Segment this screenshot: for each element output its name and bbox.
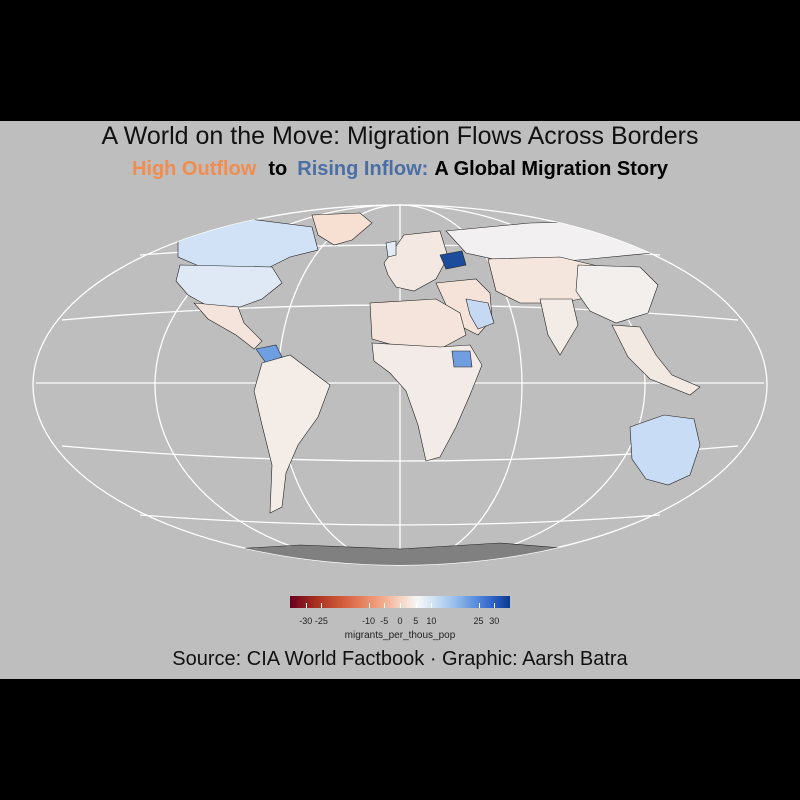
country-australia <box>629 414 701 486</box>
legend-tick-label: 25 <box>473 616 484 626</box>
legend-tick-mark <box>478 603 480 608</box>
country-new-zealand <box>733 480 745 500</box>
country-india <box>539 298 579 356</box>
map-subtitle: High Outflow to Rising Inflow: A Global Mig… <box>0 158 800 181</box>
legend-tick-label: -10 <box>362 616 376 626</box>
country-mexico <box>193 302 263 350</box>
country-canada <box>177 218 319 270</box>
legend-tick-mark <box>400 603 401 608</box>
source-caption: Source: CIA World Factbook · Graphic: Aa… <box>172 648 628 670</box>
country-uk <box>385 240 397 258</box>
legend-tick-label: -30 <box>299 616 313 626</box>
region-subsaharan-africa <box>371 342 483 462</box>
region-europe <box>383 230 449 292</box>
country-brazil <box>253 354 331 514</box>
legend-tick-label: -5 <box>380 616 389 626</box>
world-map <box>32 204 768 566</box>
legend-title: migrants_per_thous_pop <box>344 630 456 641</box>
legend-tick-label: 5 <box>413 616 419 626</box>
legend-tick-mark <box>494 603 496 608</box>
legend-tick-mark <box>384 603 386 608</box>
region-north-africa <box>369 298 467 350</box>
country-saudi-arabia <box>465 298 495 330</box>
subtitle-to: to <box>268 158 288 180</box>
legend-tick-mark <box>368 603 370 608</box>
legend-tick-label: 0 <box>397 616 403 626</box>
legend-tick-mark <box>305 603 307 608</box>
subtitle-outflow: High Outflow <box>131 158 257 180</box>
country-usa <box>175 264 283 308</box>
legend-tick-label: -25 <box>314 616 328 626</box>
subtitle-rest: A Global Migration Story <box>434 158 669 180</box>
country-greenland <box>311 212 373 246</box>
legend-tick-label: 10 <box>426 616 437 626</box>
legend-colorbar <box>290 596 510 608</box>
country-china <box>575 264 659 324</box>
legend-tick-mark <box>431 603 433 608</box>
legend-tick-label: 30 <box>489 616 500 626</box>
map-title: A World on the Move: Migration Flows Acr… <box>101 122 699 150</box>
legend-tick-mark <box>415 603 417 608</box>
legend-tick-mark <box>321 603 323 608</box>
region-southeast-asia <box>611 324 701 396</box>
country-ukraine <box>439 250 467 270</box>
country-south-sudan <box>451 350 473 368</box>
subtitle-inflow: Rising Inflow: <box>297 158 429 180</box>
